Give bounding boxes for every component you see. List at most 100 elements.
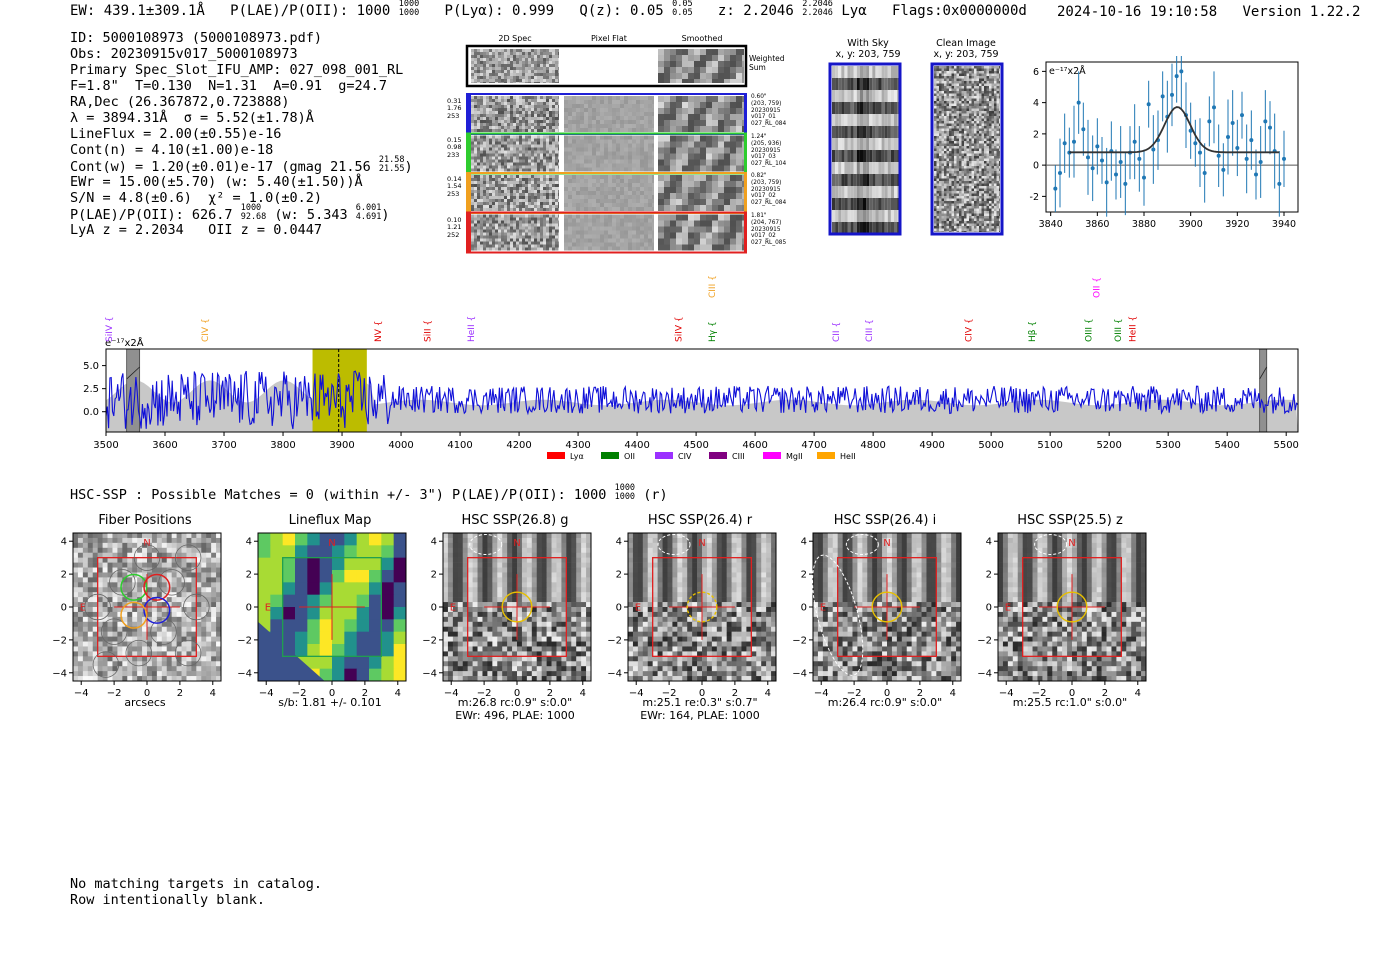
catalog-footer: No matching targets in catalog. Row inten… <box>70 876 322 908</box>
header-plae: P(LAE)/P(OII): 1000 <box>230 3 391 19</box>
header-qz: Q(z): 0.05 <box>579 3 664 19</box>
panel-0-xtick-label-0: 0 <box>144 688 150 698</box>
row-3-smoothed <box>658 214 744 251</box>
sky-images <box>828 62 1004 236</box>
line-marker-4: HeII { <box>467 316 477 342</box>
panel-caption-line1-4: m:26.4 rc:0.9" s:0.0" <box>827 696 943 709</box>
line-marker-13: OIII { <box>1084 318 1094 342</box>
zoom-point-21 <box>1151 147 1156 152</box>
panel-3-ytick-label-4: 4 <box>616 537 622 548</box>
zoom-scale-label: e⁻¹⁷x2Å <box>1049 65 1086 77</box>
panel-4-ytick-label-4: 4 <box>801 537 807 548</box>
spectrum-xtick-label-4800: 4800 <box>860 440 885 451</box>
with-sky-frame <box>828 62 902 236</box>
panel-caption-line2-3: EWr: 164, PLAE: 1000 <box>640 709 760 722</box>
header-z: z: 2.2046 <box>717 3 794 19</box>
row-1-pixelflat <box>564 135 654 172</box>
line-marker-3: SiII { <box>424 320 434 342</box>
panel-plot-3: N E −4 −4 −2 −2 0 0 2 2 4 4 <box>607 532 777 698</box>
panel-1-ytick-label-0: 0 <box>246 603 252 614</box>
info-lyaz: LyA z = 2.2034 OII z = 0.0447 <box>70 222 322 238</box>
panel-5-ytick-label-0: 0 <box>986 603 992 614</box>
zoom-point-14 <box>1118 160 1123 164</box>
line-marker-5: SiIV { <box>674 316 684 342</box>
panel-4-ytick-label--2: −2 <box>792 635 807 646</box>
panel-5-xtick-label--2: −2 <box>1032 688 1047 698</box>
spectrum-xtick-label-4400: 4400 <box>624 440 649 451</box>
zoom-point-36 <box>1221 167 1226 172</box>
hsc-summary-suffix: (r) <box>635 487 668 503</box>
zoom-point-9 <box>1095 144 1100 149</box>
panel-caption-2: m:26.8 rc:0.9" s:0.0" EWr: 496, PLAE: 100… <box>430 696 600 722</box>
legend-swatch-0 <box>547 452 565 459</box>
fiber-circle-2 <box>150 618 177 645</box>
panel-1-xtick-label-4: 4 <box>395 688 401 698</box>
panel-0-ytick-label--2: −2 <box>52 635 67 646</box>
info-plae-suffix: ) <box>381 207 390 223</box>
spectrum-xtick-label-4000: 4000 <box>388 440 413 451</box>
zoom-point-13 <box>1114 172 1118 177</box>
legend-swatch-3 <box>709 452 727 459</box>
zoom-ytick-label--2: -2 <box>1030 192 1039 203</box>
panel-2-xtick-label-0: 0 <box>514 688 520 698</box>
panel-3-ytick-label-2: 2 <box>616 570 622 581</box>
zoom-point-32 <box>1202 170 1207 175</box>
zoom-xtick-label-3840: 3840 <box>1039 219 1063 230</box>
panel-4-xtick-label-4: 4 <box>950 688 956 698</box>
row-0-left-bar <box>467 94 471 134</box>
panel-title-0: Fiber Positions <box>98 513 192 528</box>
info-plae-lo: 92.68 <box>240 212 267 222</box>
zoom-point-11 <box>1104 180 1109 185</box>
row-right-1: 1.24" (205, 936) 20230915 v017_03 027_RL… <box>751 134 787 168</box>
zoom-point-35 <box>1216 153 1221 158</box>
version: Version 1.22.2 <box>1242 4 1361 20</box>
spectrum-xtick-label-5000: 5000 <box>978 440 1003 451</box>
info-lambda: λ = 3894.31Å σ = 5.52(±1.78)Å <box>70 110 314 126</box>
panel-3-xtick-label-2: 2 <box>732 688 738 698</box>
panel-image-4 <box>813 533 962 682</box>
spectrum-xtick-label-5400: 5400 <box>1214 440 1239 451</box>
spectrum-xtick-label-3900: 3900 <box>329 440 354 451</box>
panel-caption-line1-1: s/b: 1.81 +/- 0.101 <box>278 696 382 709</box>
row-2-2dspec <box>471 175 559 211</box>
panel-plot-1: N E −4 −4 −2 −2 0 0 2 2 4 4 <box>237 532 407 698</box>
spectrum-scale-label: e⁻¹⁷x2Å <box>105 336 144 349</box>
zoom-point-25 <box>1170 92 1174 97</box>
panel-box-4 <box>837 557 937 657</box>
panel-0-xtick-label--4: −4 <box>74 688 89 698</box>
panel-3-xtick-label--4: −4 <box>629 688 644 698</box>
aperture-circle-5 <box>1056 591 1088 623</box>
zoom-line-fit-chart: 3840 3860 3880 3900 3920 3940 -2 0 2 4 6 e⁻¹⁷x2Å <box>1030 56 1299 230</box>
zoom-ytick-label-2: 2 <box>1033 129 1039 140</box>
hsc-plae-lo: 1000 <box>614 492 636 502</box>
info-contw-lo: 21.55 <box>378 164 405 174</box>
fiber-cutout-grid <box>465 44 748 254</box>
info-id: ID: 5000108973 (5000108973.pdf) <box>70 30 322 46</box>
panel-4-xtick-label-2: 2 <box>917 688 923 698</box>
fiber-highlight-2 <box>143 596 171 624</box>
panel-1-xtick-label--2: −2 <box>292 688 307 698</box>
panel-2-xtick-label-2: 2 <box>547 688 553 698</box>
info-contw-suffix: ) <box>404 159 413 175</box>
row-1-left-bar <box>467 133 471 174</box>
neighbor-ellipse-large <box>812 554 864 676</box>
row-right-0: 0.60" (203, 759) 20230915 v017_01 027_RL… <box>751 94 787 128</box>
panel-3-xtick-label-0: 0 <box>699 688 705 698</box>
panel-1-ytick-label-4: 4 <box>246 537 252 548</box>
col-label-smoothed: Smoothed <box>681 34 723 43</box>
panel-2-ytick-label--2: −2 <box>422 635 437 646</box>
info-contn: Cont(n) = 4.10(±1.00)e-18 <box>70 142 274 158</box>
line-marker-6: CIII { <box>708 275 718 298</box>
zoom-point-33 <box>1207 119 1212 124</box>
fiber-highlight-1 <box>143 573 171 601</box>
panel-2-ytick-label-4: 4 <box>431 537 437 548</box>
panel-caption-5: m:25.5 rc:1.0" s:0.0" <box>985 696 1155 709</box>
line-marker-2: NV { <box>374 321 384 342</box>
zoom-xtick-label-3920: 3920 <box>1225 219 1249 230</box>
panel-north-5: N <box>1068 538 1075 549</box>
aperture-circle-3 <box>686 591 718 623</box>
header-ew: EW: 439.1±309.1Å <box>70 3 205 19</box>
info-lineflux: LineFlux = 2.00(±0.55)e-16 <box>70 126 282 142</box>
panel-1-xtick-label-2: 2 <box>362 688 368 698</box>
panel-box-0 <box>97 557 197 657</box>
